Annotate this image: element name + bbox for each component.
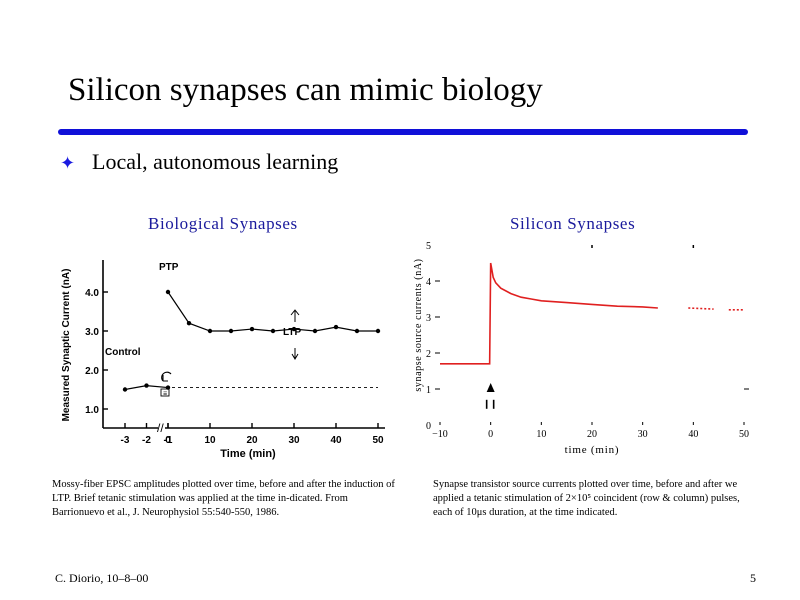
x-axis-label: Time (min) [220, 448, 276, 460]
data-point [228, 328, 234, 334]
y-tick-label: 2 [426, 349, 431, 360]
silicon-trace-0 [440, 262, 658, 365]
x-tick-label: 50 [372, 435, 384, 446]
data-point [122, 387, 128, 392]
y-tick-label: 4 [426, 277, 431, 288]
slide-title: Silicon synapses can mimic biology [68, 72, 543, 108]
y-tick-label: 3.0 [85, 327, 99, 338]
stimulus-box-glyph: ≡ [163, 391, 167, 398]
ltp-label: LTP [283, 327, 301, 338]
series-line-1 [167, 291, 378, 332]
ltp-arrowhead-up [290, 309, 300, 316]
data-point [312, 328, 318, 334]
data-point [249, 326, 255, 332]
x-tick-label: 0 [165, 435, 171, 446]
x-tick-label: 30 [638, 429, 648, 440]
y-tick-label: 0 [426, 421, 431, 432]
x-tick-label: −10 [432, 429, 448, 440]
data-point [207, 328, 213, 334]
y-tick-label: 3 [426, 313, 431, 324]
title-underline [58, 129, 748, 135]
x-tick-label: 40 [688, 429, 698, 440]
data-point [354, 328, 360, 334]
y-tick-label: 5 [426, 241, 431, 252]
x-tick-label: 50 [739, 429, 749, 440]
x-tick-label: 0 [488, 429, 493, 440]
biological-caption: Mossy-fiber EPSC amplitudes plotted over… [52, 479, 395, 518]
x-tick-label: 30 [288, 435, 300, 446]
x-tick-label: -2 [142, 435, 151, 446]
x-tick-label: 20 [246, 435, 258, 446]
data-point [144, 383, 149, 388]
data-point [333, 324, 339, 330]
silicon-caption: Synapse transistor source currents plott… [433, 479, 740, 518]
stimulus-box [160, 388, 170, 397]
stimulus-curved-arrow-icon [161, 371, 172, 382]
y-axis-label: synapse source currents (nA) [413, 258, 424, 391]
ptp-label: PTP [159, 262, 179, 273]
silicon-trace-1 [688, 307, 714, 310]
stimulus-triangle-icon [486, 383, 495, 392]
data-point [375, 328, 381, 334]
y-tick-label: 2.0 [85, 366, 99, 377]
data-point [165, 289, 171, 295]
page-number: 5 [750, 571, 756, 585]
y-tick-label: 4.0 [85, 288, 99, 299]
data-point [270, 328, 276, 334]
x-tick-label: 20 [587, 429, 597, 440]
biological-panel-title: Biological Synapses [148, 214, 298, 233]
data-point [291, 326, 297, 332]
ltp-arrowhead-down [291, 353, 299, 360]
x-axis-label: time (min) [565, 444, 620, 456]
biological-synapses-chart: // 1.0 2.0 3.0 4.0 -3 -2 -10 10 20 30 40 50 Time (min… [61, 260, 385, 460]
y-axis-label: Measured Synaptic Current (nA) [61, 269, 72, 422]
bullet-text: Local, autonomous learning [92, 149, 339, 174]
four-point-star-bullet-icon: ✦ [60, 153, 76, 173]
y-tick-label: 1.0 [85, 405, 99, 416]
control-label: Control [105, 347, 141, 358]
x-tick-label: 10 [536, 429, 546, 440]
x-tick-label: -3 [121, 435, 130, 446]
x-tick-label: 40 [330, 435, 342, 446]
x-tick-label: 10 [204, 435, 216, 446]
footer-author-date: C. Diorio, 10–8–00 [55, 571, 149, 585]
x-tick-label: -1 [164, 435, 173, 446]
axis-break-mark: // [157, 421, 164, 435]
silicon-panel-title: Silicon Synapses [510, 214, 636, 233]
y-tick-label: 1 [426, 385, 431, 396]
data-point [186, 321, 192, 326]
